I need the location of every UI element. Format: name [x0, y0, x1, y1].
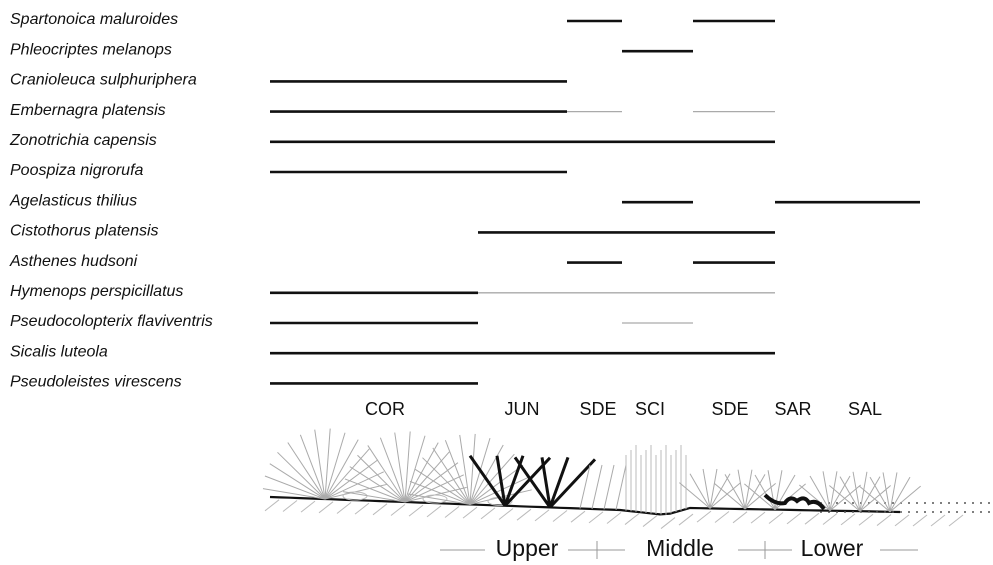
species-name: Poospiza nigrorufa	[10, 162, 144, 179]
species-name: Hymenops perspicillatus	[10, 283, 183, 300]
sketch-line	[710, 483, 741, 509]
sketch-line	[733, 512, 747, 523]
sketch-line	[714, 483, 745, 509]
sketch-line	[823, 514, 837, 525]
sketch-line	[679, 514, 693, 525]
sketch-line	[913, 515, 927, 526]
sketch-line	[325, 433, 345, 499]
zone-label: COR	[365, 399, 405, 419]
sketch-line	[315, 430, 325, 499]
species-name: Pseudocolopterix flaviventris	[10, 313, 213, 330]
zone-label: SDE	[711, 399, 748, 419]
sketch-line	[841, 514, 855, 525]
sketch-line	[395, 433, 405, 502]
sketch-line	[931, 515, 945, 526]
sketch-line	[787, 513, 801, 524]
sketch-line	[553, 511, 567, 522]
sketch-line	[391, 504, 405, 515]
sketch-line	[607, 513, 621, 524]
zone-label: SCI	[635, 399, 665, 419]
sketch-line	[715, 511, 729, 522]
sketch-line	[877, 515, 891, 526]
sketch-line	[460, 435, 470, 504]
sketch-line	[427, 506, 441, 517]
zone-label: SDE	[579, 399, 616, 419]
sketch-line	[499, 509, 513, 520]
species-name: Embernagra platensis	[10, 102, 166, 119]
sketch-line	[616, 465, 626, 510]
sketch-line	[604, 465, 614, 509]
sketch-line	[571, 511, 585, 522]
species-name: Cistothorus platensis	[10, 223, 159, 240]
sketch-line	[535, 510, 549, 521]
sketch-line	[283, 500, 297, 511]
species-name: Agelasticus thilius	[9, 192, 137, 209]
sketch-line	[859, 514, 873, 525]
sketch-line	[481, 508, 495, 519]
species-name: Spartonoica maluroides	[10, 11, 178, 28]
sketch-line	[373, 504, 387, 515]
sketch-line	[445, 507, 459, 518]
species-name: Cranioleuca sulphuriphera	[10, 72, 197, 89]
sketch-line	[325, 449, 369, 499]
section-label: Lower	[801, 535, 864, 561]
sketch-line	[405, 432, 410, 503]
sketch-line	[890, 486, 921, 512]
sketch-line	[661, 518, 675, 529]
diagram: Spartonoica maluroides Phleocriptes melan…	[0, 0, 993, 565]
sketch-line	[895, 515, 909, 526]
sketch-line	[697, 511, 711, 522]
sketch-line	[337, 502, 351, 513]
zone-label: SAL	[848, 399, 882, 419]
zone-label: SAR	[774, 399, 811, 419]
sketch-line	[405, 443, 438, 502]
section-label: Middle	[646, 535, 714, 561]
sketch-line	[550, 459, 595, 507]
sketch-line	[751, 512, 765, 523]
sketch-line	[325, 429, 330, 500]
species-name: Pseudoleistes virescens	[10, 374, 182, 391]
sketch-line	[805, 513, 819, 524]
species-name: Sicalis luteola	[10, 343, 108, 360]
sketch-line	[409, 505, 423, 516]
sketch-line	[625, 514, 639, 525]
section-label: Upper	[496, 535, 559, 561]
sketch-line	[949, 515, 963, 526]
sketch-line	[265, 500, 279, 511]
sketch-line	[769, 513, 783, 524]
sketch-line	[517, 509, 531, 520]
sketch-line	[325, 472, 384, 499]
species-name: Phleocriptes melanops	[10, 41, 172, 58]
sketch-line	[643, 516, 657, 527]
sketch-line	[470, 434, 475, 505]
species-name: Asthenes hudsoni	[9, 253, 138, 270]
sketch-line	[679, 483, 710, 509]
species-name: Zonotrichia capensis	[9, 132, 157, 149]
sketch-line	[301, 501, 315, 512]
sketch-line	[592, 465, 602, 509]
sketch-line	[355, 503, 369, 514]
sketch-line	[589, 512, 603, 523]
sketch-line	[463, 507, 477, 518]
sketch-line	[405, 475, 464, 502]
vegetation-profile	[263, 429, 990, 559]
sketch-line	[319, 502, 333, 513]
zone-label: JUN	[505, 399, 540, 419]
